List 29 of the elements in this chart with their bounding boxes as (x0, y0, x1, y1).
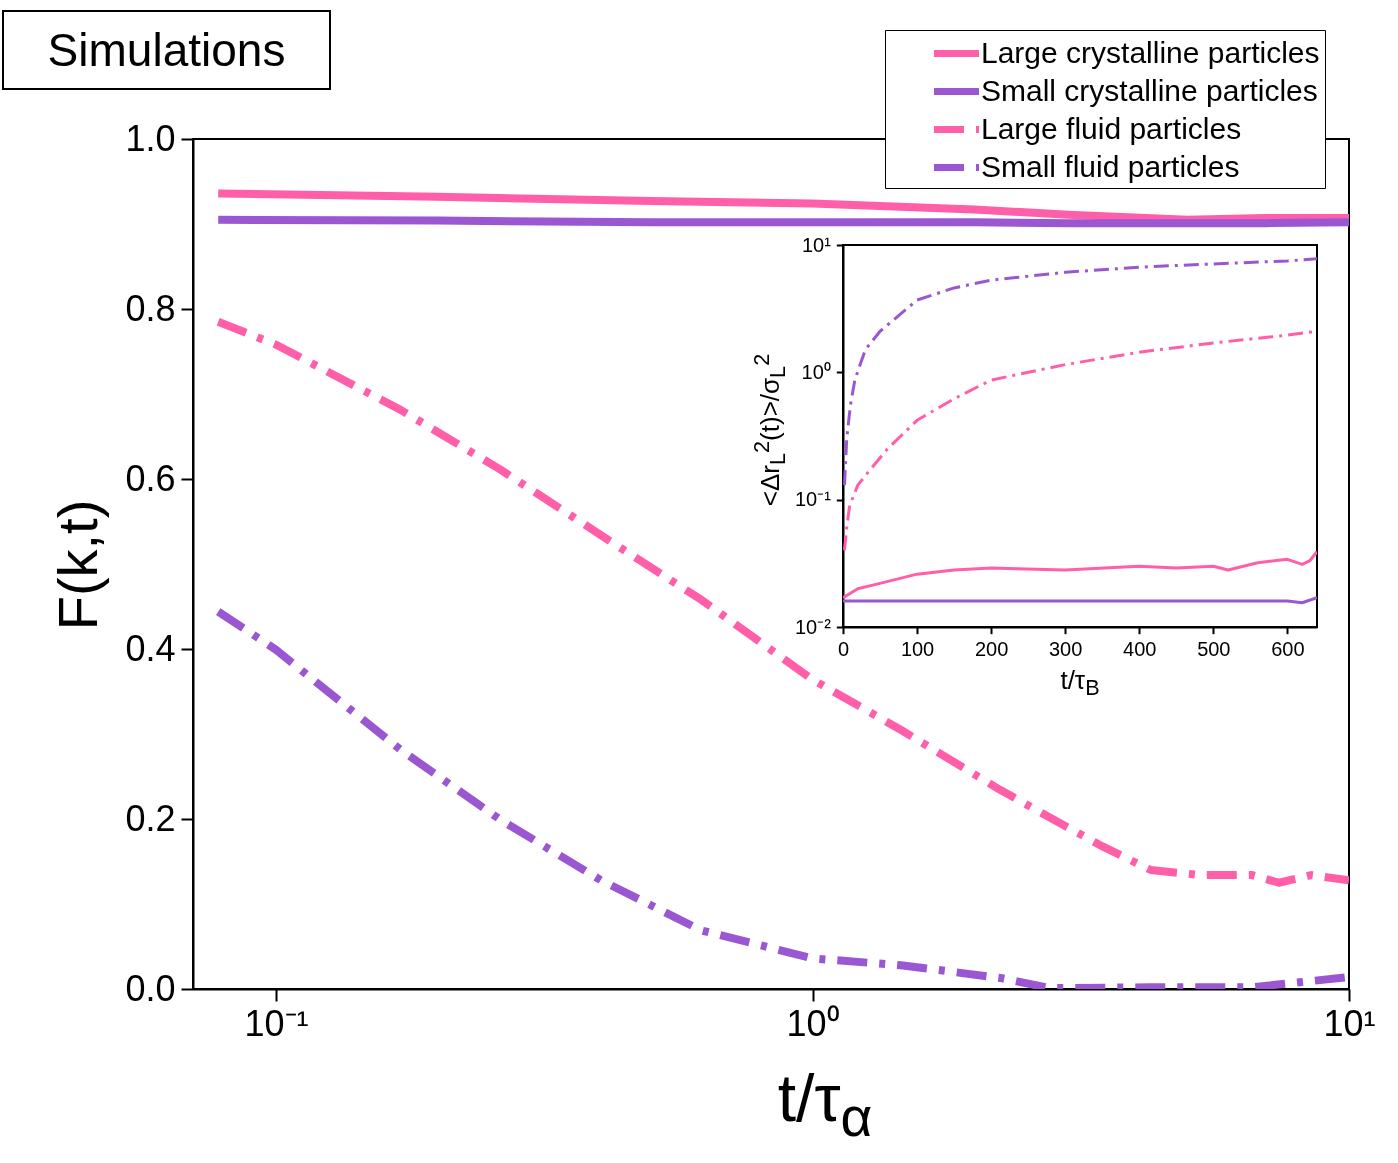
x-axis-title: t/τ$_{α}$ (777, 1061, 873, 1148)
y-tick-label: 10⁰ (801, 360, 831, 383)
y-tick-label: 0.6 (125, 457, 176, 499)
x-tick-label: 10¹ (1323, 1002, 1376, 1044)
legend-label: Large fluid particles (981, 111, 1242, 145)
y-tick-label: 0.0 (125, 967, 176, 1009)
x-tick-label: 100 (900, 638, 935, 661)
y-tick-label: 0.8 (125, 287, 176, 329)
x-axis-title: t/τ$_{B}$ (1060, 665, 1100, 701)
x-tick-label: 400 (1123, 638, 1157, 661)
x-tick-label: 10⁻¹ (244, 1002, 309, 1044)
y-tick-label: 10⁻² (794, 615, 832, 638)
chart-title: Simulations (2, 10, 331, 90)
x-tick-label: 500 (1197, 638, 1231, 661)
x-tick-label: 200 (974, 638, 1009, 661)
legend-label: Small crystalline particles (981, 73, 1318, 107)
line-series (843, 550, 1317, 600)
y-tick-label: 10⁻¹ (794, 488, 832, 511)
legend-label: Large crystalline particles (981, 35, 1320, 69)
y-tick-label: 10¹ (801, 233, 832, 256)
line-series (843, 257, 1317, 487)
y-tick-label: 0.2 (125, 797, 176, 839)
x-tick-label: 0 (837, 638, 850, 661)
legend-label: Small fluid particles (981, 149, 1240, 183)
x-tick-label: 600 (1271, 638, 1305, 661)
x-tick-label: 300 (1049, 638, 1083, 661)
y-tick-label: 0.4 (125, 627, 176, 669)
y-tick-label: 1.0 (125, 117, 176, 159)
y-axis-title: F(k,t) (46, 499, 109, 631)
